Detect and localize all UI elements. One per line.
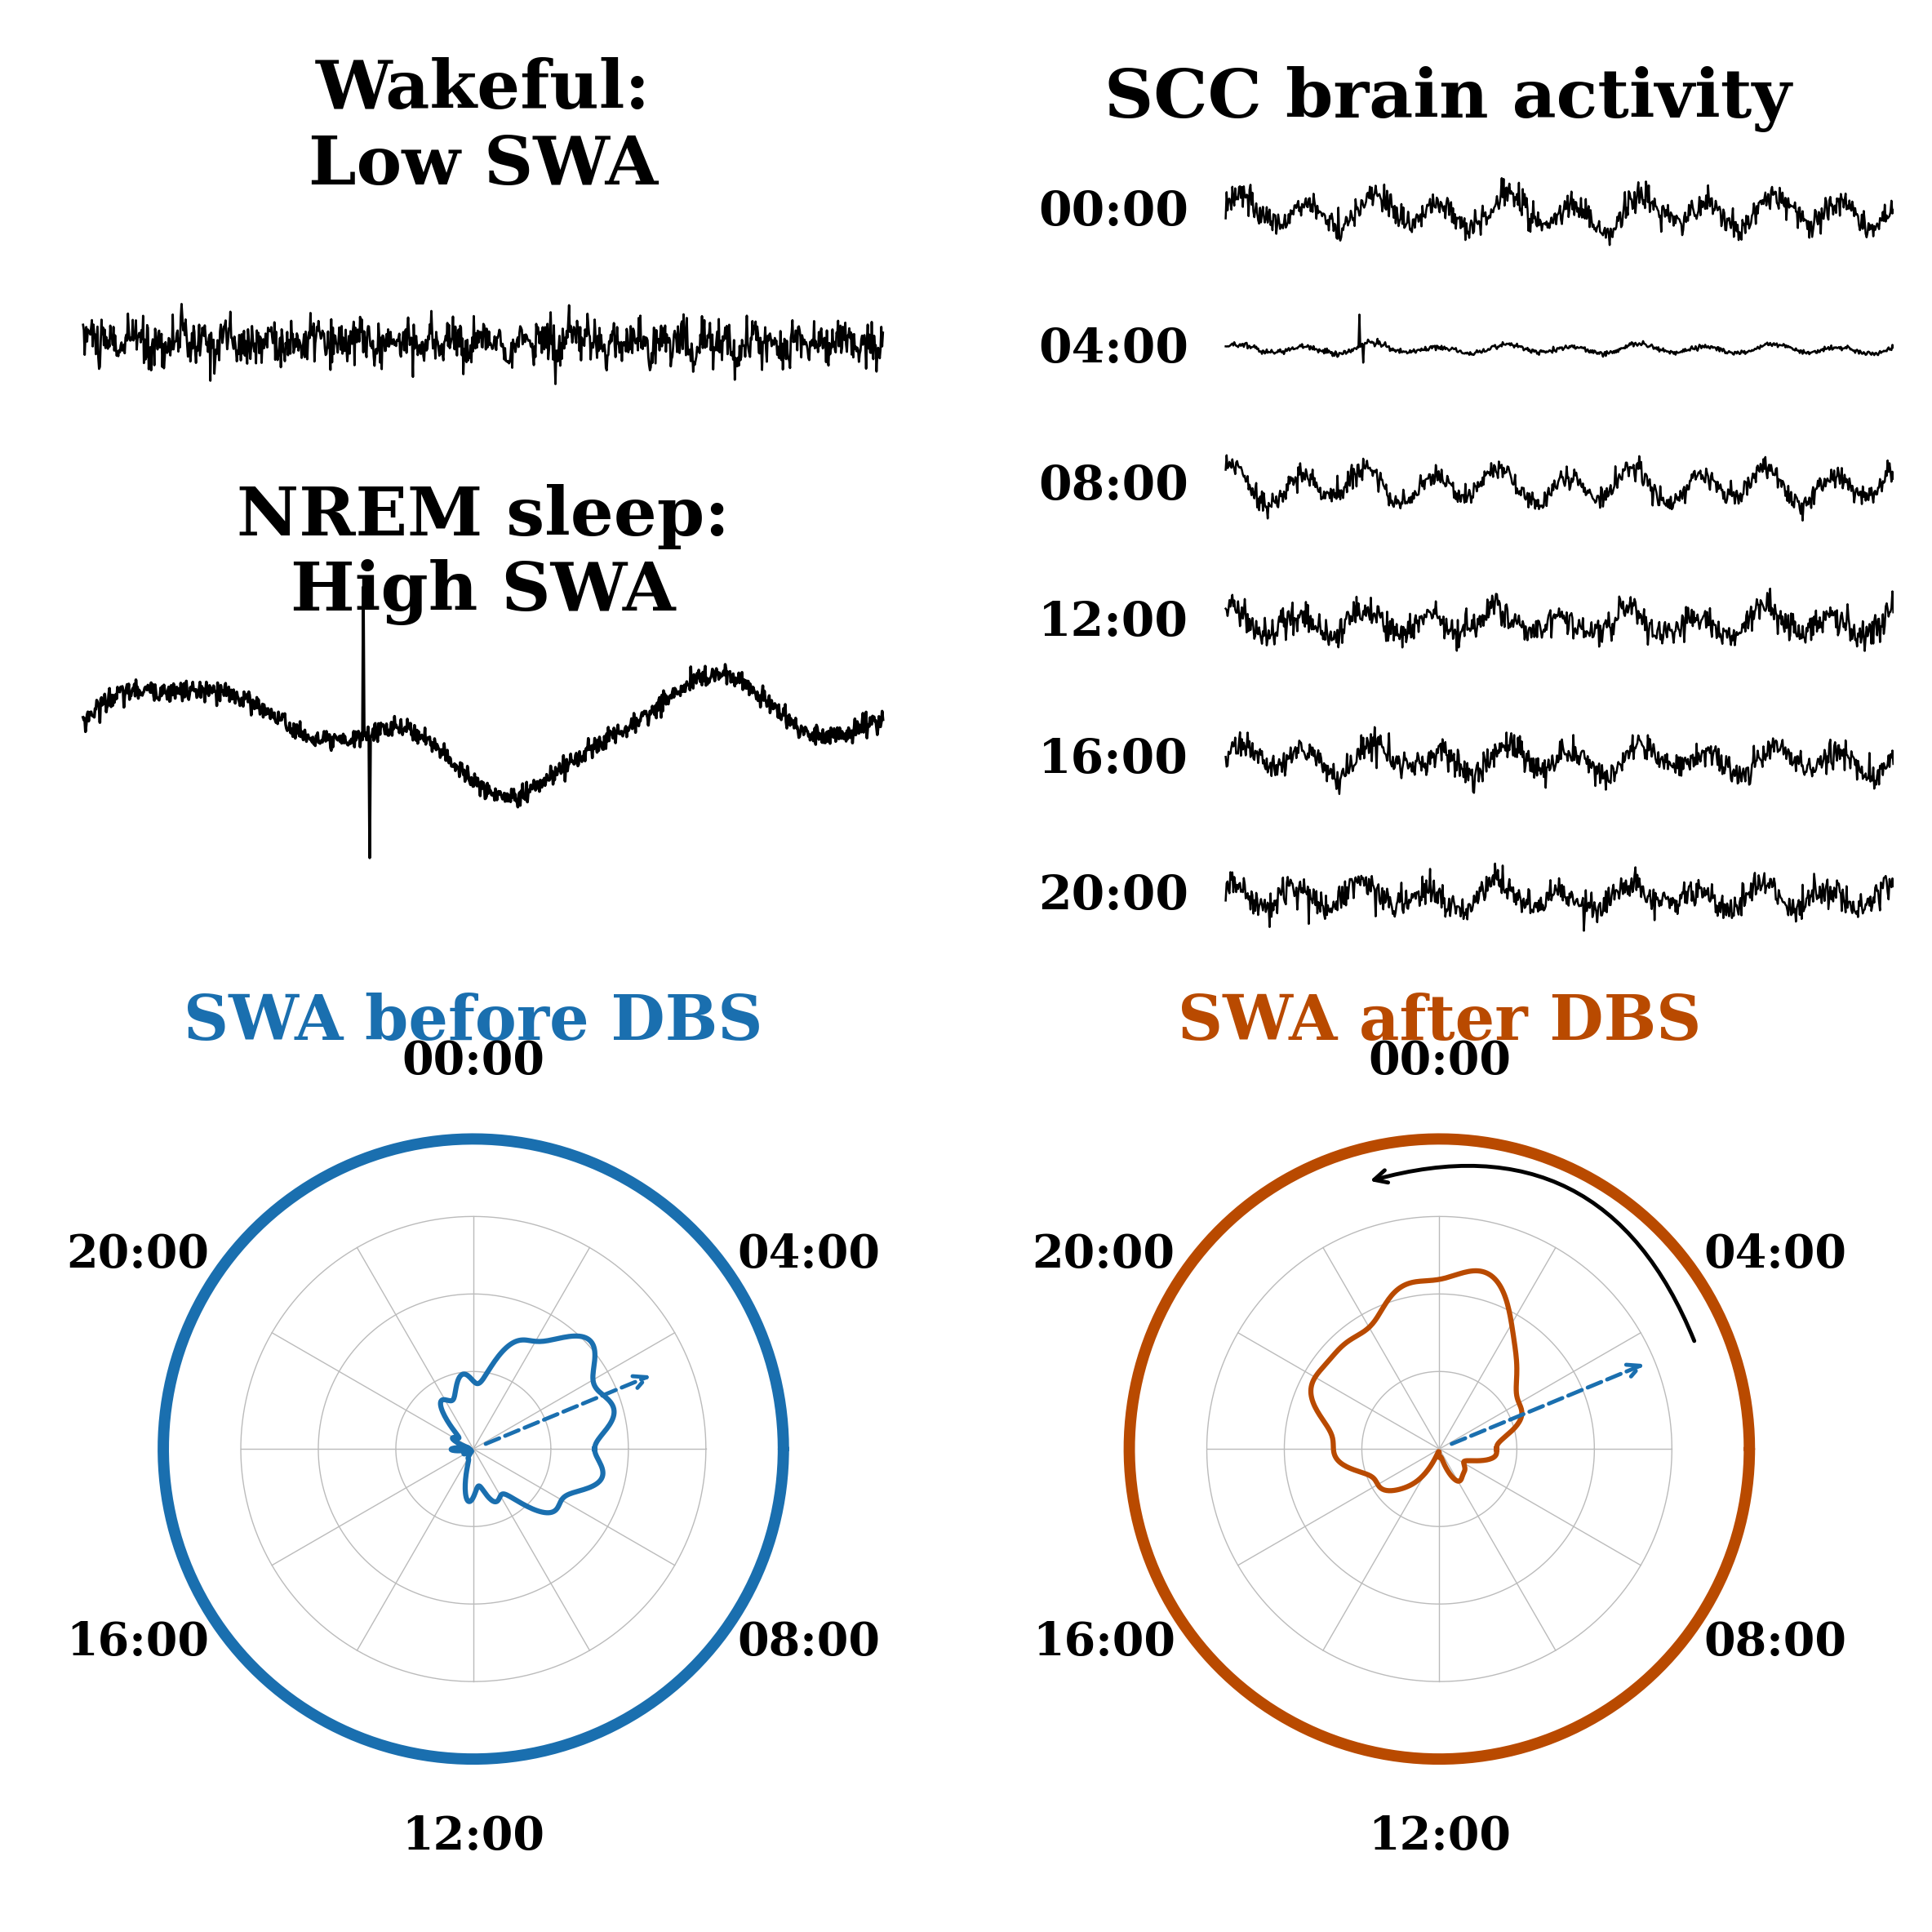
Text: SCC brain activity: SCC brain activity <box>1105 66 1791 133</box>
Text: 04:00: 04:00 <box>738 1233 881 1277</box>
Text: 08:00: 08:00 <box>1704 1621 1847 1665</box>
Text: SWA after DBS: SWA after DBS <box>1179 993 1700 1053</box>
Text: 16:00: 16:00 <box>66 1621 209 1665</box>
Text: 12:00: 12:00 <box>402 1814 545 1859</box>
Text: 12:00: 12:00 <box>1368 1814 1511 1859</box>
Text: 04:00: 04:00 <box>1037 327 1188 373</box>
Text: Wakeful:
Low SWA: Wakeful: Low SWA <box>309 58 657 199</box>
Text: 08:00: 08:00 <box>738 1621 881 1665</box>
Text: 00:00: 00:00 <box>1368 1039 1511 1084</box>
Text: 16:00: 16:00 <box>1032 1621 1175 1665</box>
Text: SWA before DBS: SWA before DBS <box>184 993 763 1053</box>
Text: 08:00: 08:00 <box>1039 464 1188 508</box>
Text: 20:00: 20:00 <box>1032 1233 1175 1277</box>
Text: 20:00: 20:00 <box>66 1233 209 1277</box>
Text: 00:00: 00:00 <box>402 1039 545 1084</box>
Text: 20:00: 20:00 <box>1037 873 1188 920</box>
Text: NREM sleep:
High SWA: NREM sleep: High SWA <box>236 483 730 626</box>
Text: 12:00: 12:00 <box>1037 601 1188 645</box>
Text: 16:00: 16:00 <box>1039 736 1188 782</box>
Text: 04:00: 04:00 <box>1704 1233 1847 1277</box>
Text: 00:00: 00:00 <box>1037 189 1188 236</box>
